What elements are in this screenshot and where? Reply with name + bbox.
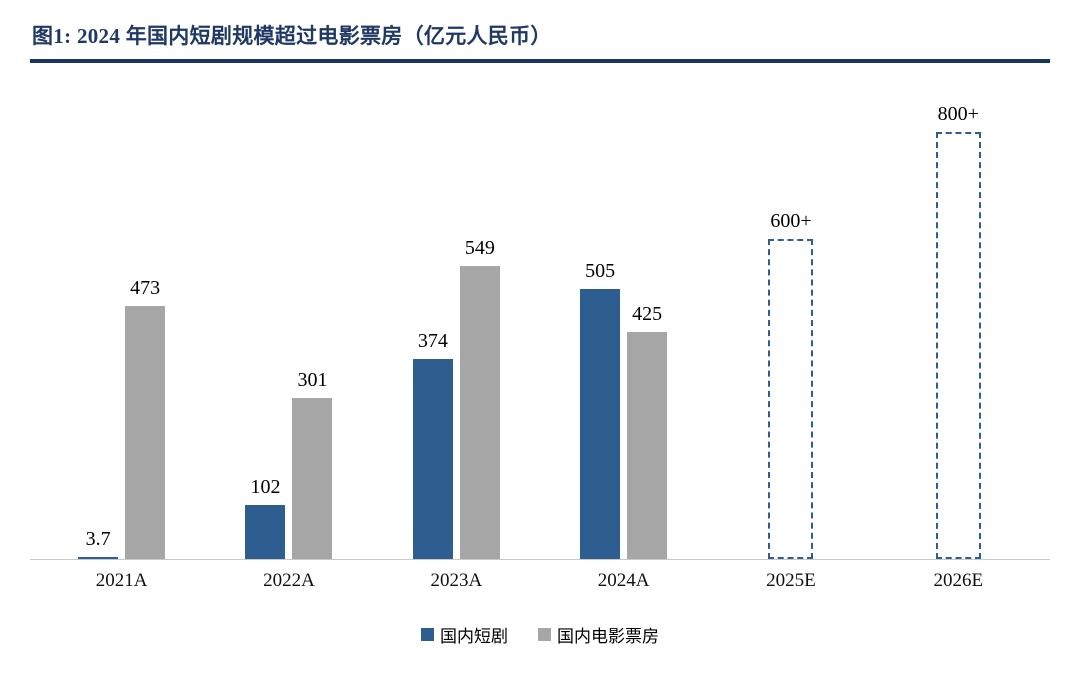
bar-column: 301 [292,369,333,559]
x-axis-label-2021A: 2021A [95,570,148,591]
bar-2023A-1 [459,266,500,559]
title-divider [30,59,1050,63]
bar-group-2023A: 374 549 [373,237,540,559]
bar-group-2024A: 505 425 [540,260,707,559]
legend-label-box-office: 国内电影票房 [557,627,659,646]
legend-swatch-short-drama [421,628,434,641]
value-label-2026E-0: 800+ [937,103,979,125]
bar-column: 473 [125,277,166,559]
x-axis-label-2024A: 2024A [597,570,650,591]
bar-2021A-0 [78,557,119,559]
x-axis-label-2026E: 2026E [933,570,984,591]
bar-column: 3.7 [78,528,119,559]
bar-column: 102 [245,476,286,559]
x-axis-label-2025E: 2025E [766,570,816,591]
bar-column: 505 [580,260,621,559]
value-label-2024A-0: 505 [585,260,616,282]
legend-swatch-box-office [538,628,551,641]
bar-group-2026E: 800+ [875,103,1042,559]
bar-column: 549 [459,237,500,559]
bar-2021A-1 [125,306,166,559]
bar-2024A-1 [627,332,668,559]
figure-title-row: 图1: 2024 年国内短剧规模超过电影票房（亿元人民币） [30,14,1050,50]
bar-group-2021A: 3.7 473 [38,277,205,559]
bar-column: 600+ [768,210,814,559]
value-label-2023A-1: 549 [464,237,495,259]
figure-container: 图1: 2024 年国内短剧规模超过电影票房（亿元人民币） 3.7 473 102 3… [30,14,1050,647]
bar-column: 374 [412,330,453,559]
value-label-2022A-0: 102 [250,476,281,498]
x-axis-label-2023A: 2023A [430,570,483,591]
bar-2024A-0 [580,289,621,559]
value-label-2024A-1: 425 [632,303,663,325]
value-label-2023A-0: 374 [417,330,448,352]
x-axis-label-2022A: 2022A [263,570,315,591]
bar-column: 800+ [935,103,981,559]
legend-label-short-drama: 国内短剧 [440,627,508,646]
bar-2025E-0 [768,239,814,559]
bar-chart: 3.7 473 102 301 374 549 505 425 600+ 800+ 2021A 20… [30,89,1050,592]
figure-title: 图1: 2024 年国内短剧规模超过电影票房（亿元人民币） [32,24,552,48]
plot-area: 3.7 473 102 301 374 549 505 425 600+ 800+ [30,89,1050,560]
bar-2023A-0 [412,359,453,559]
value-label-2025E-0: 600+ [770,210,812,232]
value-label-2021A-0: 3.7 [85,528,111,550]
legend: 国内短剧 国内电影票房 [30,622,1050,647]
bar-column: 425 [627,303,668,559]
bar-2026E-0 [935,132,981,559]
value-label-2021A-1: 473 [130,277,161,299]
bar-group-2025E: 600+ [707,210,874,559]
legend-item-box-office: 国内电影票房 [538,622,659,647]
legend-item-short-drama: 国内短剧 [421,622,508,647]
value-label-2022A-1: 301 [297,369,328,391]
x-axis-labels: 2021A 2022A 2023A 2024A 2025E 2026E [30,570,1050,592]
bar-2022A-1 [292,398,333,559]
bar-2022A-0 [245,505,286,559]
bar-group-2022A: 102 301 [205,369,372,559]
